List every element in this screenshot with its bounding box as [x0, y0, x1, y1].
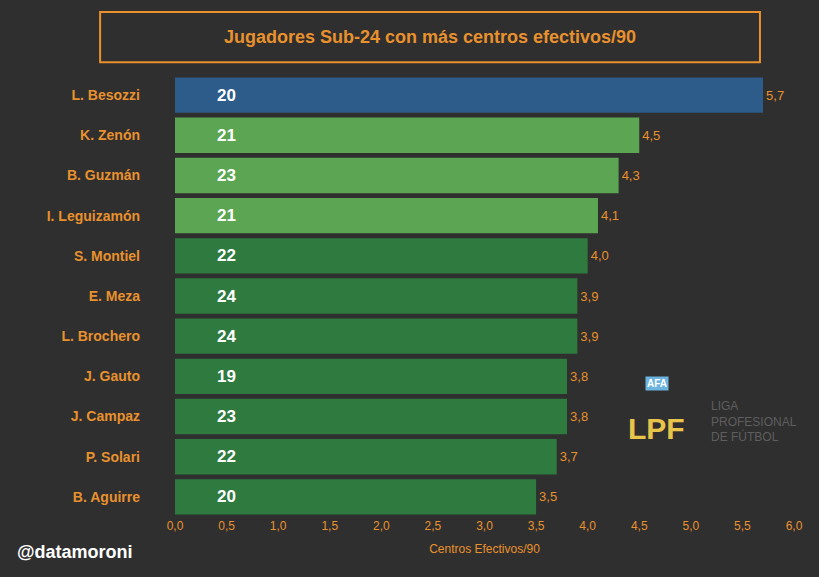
svg-text:21: 21 [217, 126, 236, 145]
svg-text:21: 21 [217, 206, 236, 225]
svg-text:3,5: 3,5 [539, 489, 557, 504]
svg-text:3,9: 3,9 [580, 329, 598, 344]
svg-text:LPF: LPF [628, 412, 685, 445]
svg-text:1,5: 1,5 [321, 519, 338, 533]
svg-text:P. Solari: P. Solari [86, 449, 140, 465]
svg-text:2,5: 2,5 [425, 519, 442, 533]
svg-text:20: 20 [217, 86, 236, 105]
svg-text:4,0: 4,0 [591, 248, 609, 263]
svg-text:J. Campaz: J. Campaz [71, 408, 140, 424]
svg-text:4,1: 4,1 [601, 208, 619, 223]
svg-text:B. Guzmán: B. Guzmán [67, 167, 140, 183]
svg-text:K. Zenón: K. Zenón [80, 127, 140, 143]
svg-text:24: 24 [217, 327, 236, 346]
svg-text:3,8: 3,8 [570, 409, 588, 424]
svg-text:5,5: 5,5 [734, 519, 751, 533]
svg-text:4,5: 4,5 [642, 128, 660, 143]
svg-text:S. Montiel: S. Montiel [74, 248, 140, 264]
svg-text:I. Leguizamón: I. Leguizamón [47, 208, 140, 224]
svg-text:23: 23 [217, 166, 236, 185]
svg-text:23: 23 [217, 407, 236, 426]
svg-text:Jugadores Sub-24 con más centr: Jugadores Sub-24 con más centros efectiv… [224, 27, 636, 47]
svg-text:J. Gauto: J. Gauto [84, 368, 140, 384]
svg-text:3,7: 3,7 [560, 449, 578, 464]
svg-text:@datamoroni: @datamoroni [17, 542, 133, 562]
svg-text:AFA: AFA [647, 378, 667, 389]
svg-text:3,5: 3,5 [528, 519, 545, 533]
svg-text:1,0: 1,0 [270, 519, 287, 533]
svg-text:19: 19 [217, 367, 236, 386]
svg-text:L. Besozzi: L. Besozzi [72, 87, 140, 103]
svg-text:3,9: 3,9 [580, 289, 598, 304]
svg-text:6,0: 6,0 [786, 519, 803, 533]
svg-text:4,5: 4,5 [631, 519, 648, 533]
svg-text:24: 24 [217, 287, 236, 306]
svg-text:0,0: 0,0 [167, 519, 184, 533]
svg-text:5,0: 5,0 [682, 519, 699, 533]
svg-text:LIGAPROFESIONALDE FÚTBOL: LIGAPROFESIONALDE FÚTBOL [711, 399, 797, 444]
svg-text:Centros Efectivos/90: Centros Efectivos/90 [429, 542, 540, 556]
svg-text:3,0: 3,0 [476, 519, 493, 533]
svg-text:L. Brochero: L. Brochero [61, 328, 140, 344]
svg-text:22: 22 [217, 246, 236, 265]
svg-text:22: 22 [217, 447, 236, 466]
svg-text:3,8: 3,8 [570, 369, 588, 384]
svg-text:B. Aguirre: B. Aguirre [73, 489, 140, 505]
svg-text:5,7: 5,7 [766, 88, 784, 103]
svg-text:20: 20 [217, 487, 236, 506]
svg-text:4,0: 4,0 [579, 519, 596, 533]
svg-text:2,0: 2,0 [373, 519, 390, 533]
svg-text:E. Meza: E. Meza [89, 288, 141, 304]
svg-text:0,5: 0,5 [218, 519, 235, 533]
svg-text:4,3: 4,3 [622, 168, 640, 183]
